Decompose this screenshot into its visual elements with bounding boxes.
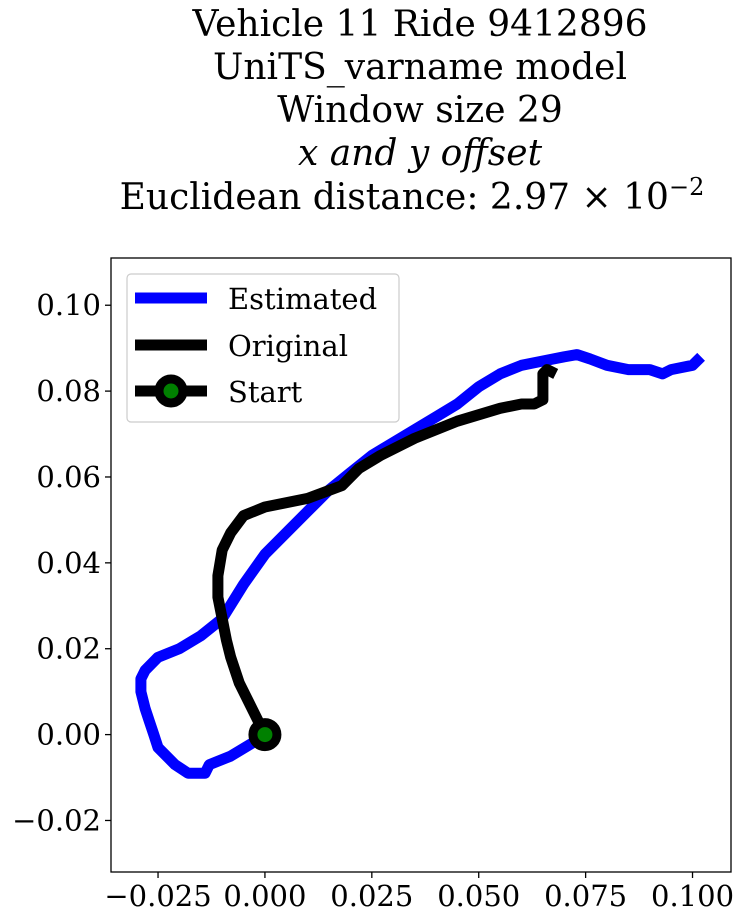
x-tick-label: 0.000 [223,879,306,913]
title-line-1: Vehicle 11 Ride 9412896 [191,4,647,45]
plot-area [135,349,705,779]
title-line-5-main: Euclidean distance: 2.97 × 10 [120,177,669,218]
legend-label-estimated: Estimated [228,282,377,316]
x-tick-label: 0.100 [651,879,734,913]
x-axis: −0.025 0.000 0.025 0.050 0.075 0.100 [104,872,734,913]
title-line-5: Euclidean distance: 2.97 × 10−2 [120,173,705,218]
y-tick-label: 0.10 [36,288,101,322]
y-tick-label: −0.02 [12,803,101,837]
y-tick-label: 0.00 [36,718,101,752]
legend-label-start: Start [228,375,303,409]
title-line-3: Window size 29 [277,90,563,131]
y-tick-label: 0.02 [36,632,101,666]
x-tick-label: 0.075 [544,879,627,913]
x-tick-label: −0.025 [104,879,211,913]
title-line-2: UniTS_varname model [213,47,627,88]
y-tick-label: 0.06 [36,460,101,494]
x-tick-label: 0.050 [437,879,520,913]
legend-box [126,273,400,423]
series-original-line [212,364,559,738]
start-marker [248,718,282,752]
title-exponent: −2 [669,173,704,201]
chart-title: Vehicle 11 Ride 9412896 UniTS_varname mo… [120,4,705,218]
legend-swatch-start-marker [154,374,188,408]
series-estimated-line [135,349,705,779]
y-tick-label: 0.04 [36,546,101,580]
plot-frame [110,257,732,873]
x-tick-label: 0.025 [330,879,413,913]
legend-label-original: Original [228,329,348,363]
y-axis: −0.02 0.00 0.02 0.04 0.06 0.08 0.10 [12,288,111,837]
y-tick-label: 0.08 [36,374,101,408]
title-line-4: x and y offset [298,133,543,174]
legend: Estimated Original Start [126,273,400,423]
